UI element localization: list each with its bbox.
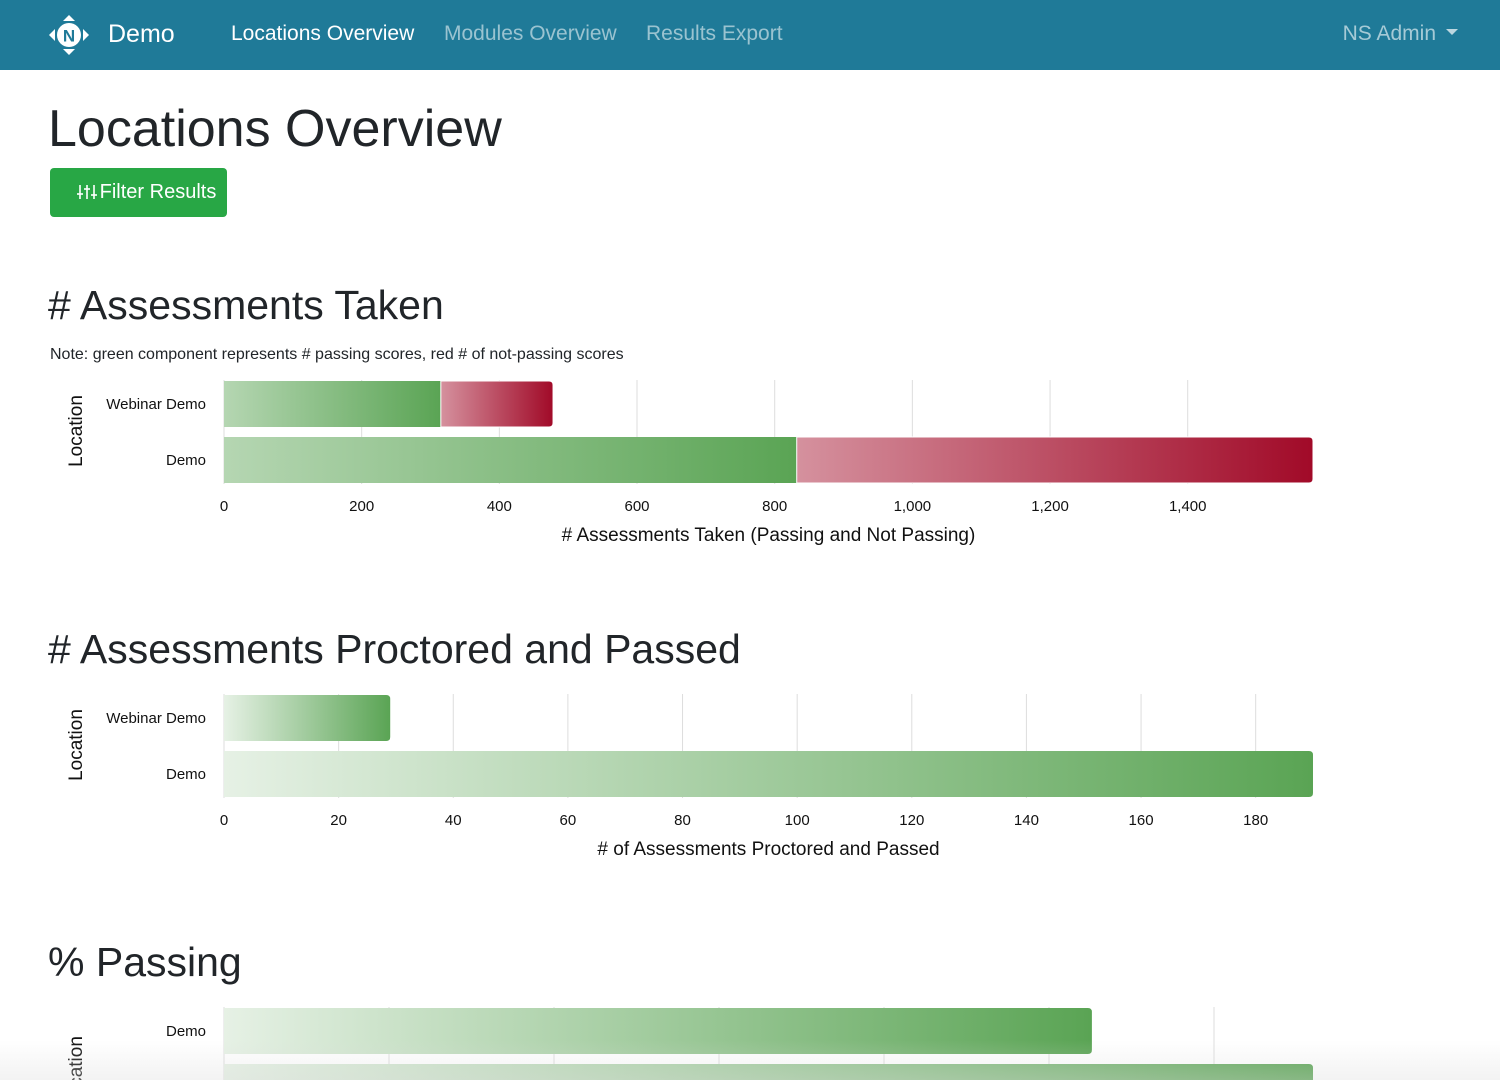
- brand-name[interactable]: Demo: [108, 20, 175, 48]
- x-tick-label: 160: [1129, 812, 1154, 829]
- bar-demo-series-0[interactable]: [224, 751, 1313, 797]
- assessments-taken-chart: Webinar Demo Demo Location 0 200 400 600 800 1,0…: [66, 380, 1314, 546]
- bar-demo-passing[interactable]: [224, 437, 797, 483]
- brand-logo-icon[interactable]: N: [48, 14, 90, 56]
- x-tick-label: 180: [1243, 812, 1268, 829]
- section-title-assessments-taken: # Assessments Taken: [48, 282, 444, 328]
- x-tick-label: 1,400: [1169, 498, 1207, 515]
- bar-webinar-demo-series-0[interactable]: [224, 695, 391, 741]
- nav-link-modules-overview[interactable]: Modules Overview: [444, 22, 617, 45]
- nav-link-locations-overview[interactable]: Locations Overview: [231, 22, 415, 45]
- x-tick-label: 0: [220, 498, 228, 515]
- bar-webinar-demo-passing[interactable]: [224, 381, 441, 427]
- bar-webinar-demo-not-passing[interactable]: [440, 380, 554, 428]
- x-tick-label: 40: [445, 812, 462, 829]
- user-name: NS Admin: [1342, 22, 1436, 45]
- bar-demo-series-0[interactable]: [224, 1008, 1092, 1054]
- x-tick-label: 0: [220, 812, 228, 829]
- category-label: Demo: [166, 766, 206, 783]
- x-axis-title: # Assessments Taken (Passing and Not Pas…: [562, 525, 976, 546]
- x-tick-label: 200: [349, 498, 374, 515]
- category-label: Webinar Demo: [106, 710, 206, 727]
- nav-link-results-export[interactable]: Results Export: [646, 22, 783, 45]
- category-label: Webinar Demo: [106, 396, 206, 413]
- x-tick-label: 60: [560, 812, 577, 829]
- top-navbar: N Demo Locations Overview Modules Overvi…: [0, 0, 1500, 70]
- user-menu-dropdown[interactable]: NS Admin: [1343, 20, 1458, 48]
- bar-row-1-series-0[interactable]: [224, 1064, 1313, 1080]
- proctored-passed-chart: Webinar Demo Demo Location 0 20 40 60 80 100 120 1…: [66, 694, 1313, 860]
- category-label: Demo: [166, 452, 206, 469]
- bar-demo-not-passing[interactable]: [796, 436, 1314, 484]
- x-tick-label: 100: [785, 812, 810, 829]
- category-label: Demo: [166, 1023, 206, 1040]
- section-title-percent-passing: % Passing: [48, 939, 242, 985]
- x-tick-label: 120: [899, 812, 924, 829]
- x-tick-label: 1,200: [1031, 498, 1069, 515]
- page-title: Locations Overview: [48, 100, 502, 158]
- x-tick-label: 600: [625, 498, 650, 515]
- x-axis-title: # of Assessments Proctored and Passed: [597, 839, 939, 860]
- sliders-icon: [76, 185, 97, 199]
- x-tick-label: 80: [674, 812, 691, 829]
- filter-results-label: Filter Results: [99, 181, 217, 203]
- filter-results-button[interactable]: Filter Results: [50, 168, 227, 217]
- x-tick-label: 140: [1014, 812, 1039, 829]
- y-axis-title: Location: [66, 709, 87, 781]
- section-title-proctored-passed: # Assessments Proctored and Passed: [48, 626, 741, 672]
- x-tick-label: 1,000: [894, 498, 932, 515]
- percent-passing-chart: Demo Location: [66, 1007, 1313, 1080]
- y-axis-title: Location: [66, 395, 87, 467]
- chevron-down-icon: [1446, 29, 1458, 35]
- x-tick-label: 800: [762, 498, 787, 515]
- x-tick-label: 400: [487, 498, 512, 515]
- logo-letter: N: [63, 27, 75, 46]
- y-axis-title: Location: [66, 1036, 87, 1080]
- x-tick-label: 20: [330, 812, 347, 829]
- chart-note: Note: green component represents # passi…: [50, 346, 624, 363]
